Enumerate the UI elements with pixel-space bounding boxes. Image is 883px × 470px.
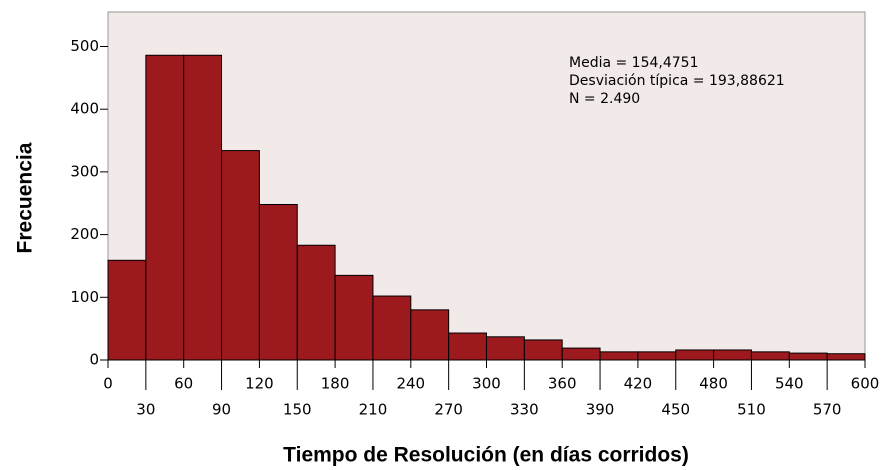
- bar: [334, 274, 374, 361]
- x-tick-label: 90: [212, 401, 231, 419]
- bar: [145, 54, 185, 361]
- x-tick-label: 0: [103, 375, 113, 393]
- y-axis-label: Frecuencia: [14, 142, 37, 253]
- x-tick-label: 390: [586, 401, 615, 419]
- y-tick-label: 100: [70, 288, 99, 306]
- x-tick-label: 510: [737, 401, 766, 419]
- y-tick-label: 0: [89, 351, 99, 369]
- y-tick-label: 400: [70, 100, 99, 118]
- bar: [410, 309, 450, 361]
- bar: [107, 259, 147, 361]
- x-tick-label: 180: [321, 375, 350, 393]
- x-tick-label: 540: [775, 375, 804, 393]
- bar: [448, 332, 487, 361]
- bar: [372, 295, 412, 361]
- bar: [221, 150, 260, 361]
- bar: [637, 351, 677, 361]
- x-tick-label: 330: [510, 401, 539, 419]
- x-tick-label: 300: [472, 375, 501, 393]
- x-tick-label: 420: [624, 375, 653, 393]
- x-tick-label: 30: [136, 401, 155, 419]
- bar: [750, 351, 790, 361]
- annotation: Desviación típica = 193,88621: [569, 73, 785, 89]
- y-tick-label: 200: [70, 225, 99, 243]
- bar: [675, 349, 715, 361]
- x-tick-label: 600: [851, 375, 880, 393]
- x-tick-label: 150: [283, 401, 312, 419]
- annotation: N = 2.490: [569, 91, 640, 107]
- x-tick-label: 360: [548, 375, 577, 393]
- x-tick-label: 480: [699, 375, 728, 393]
- bar: [258, 203, 298, 361]
- x-tick-label: 450: [661, 401, 690, 419]
- bar: [713, 349, 752, 361]
- annotation: Media = 154,4751: [569, 55, 698, 71]
- bar: [561, 347, 601, 361]
- x-tick-label: 60: [174, 375, 193, 393]
- x-tick-label: 240: [396, 375, 425, 393]
- y-tick-label: 500: [70, 37, 99, 55]
- x-tick-label: 120: [245, 375, 274, 393]
- bar: [788, 352, 828, 361]
- x-tick-label: 210: [359, 401, 388, 419]
- bar: [183, 54, 223, 361]
- bar: [599, 351, 639, 361]
- y-tick-label: 300: [70, 162, 99, 180]
- bar: [296, 244, 336, 361]
- bar: [826, 353, 866, 361]
- bar: [486, 336, 525, 361]
- x-tick-label: 570: [813, 401, 842, 419]
- x-axis-label: Tiempo de Resolución (en días corridos): [283, 444, 689, 467]
- x-tick-label: 270: [434, 401, 463, 419]
- bar: [523, 339, 563, 361]
